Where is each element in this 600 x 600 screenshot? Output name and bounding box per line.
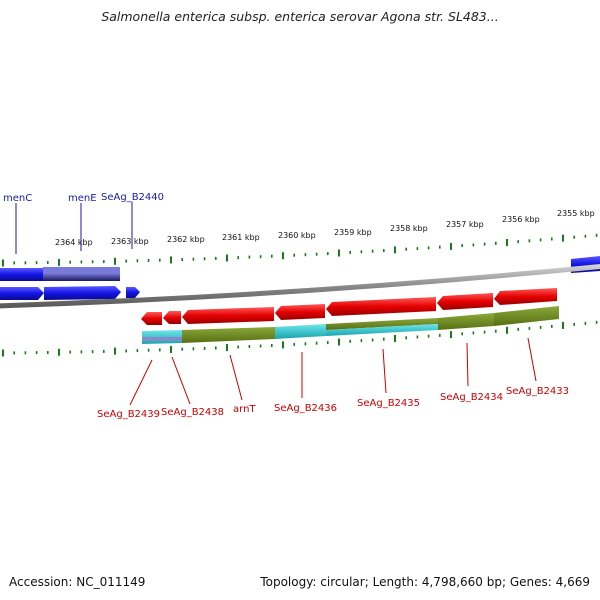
feature-cyan-B2436[interactable] bbox=[275, 324, 326, 339]
feature-olive-B2434[interactable] bbox=[438, 313, 494, 330]
kbp-label: 2358 kbp bbox=[390, 224, 428, 233]
reverse-gene-labels: SeAg_B2439 SeAg_B2438 arnT SeAg_B2436 Se… bbox=[97, 337, 569, 420]
kbp-label: 2359 kbp bbox=[334, 228, 372, 237]
kbp-label: 2361 kbp bbox=[222, 233, 260, 242]
kbp-label: 2363 kbp bbox=[111, 237, 149, 246]
leader-line-SeAg-B2438 bbox=[171, 356, 191, 405]
map-title: Salmonella enterica subsp. enterica sero… bbox=[101, 9, 499, 24]
gene-feature-menE[interactable] bbox=[43, 274, 120, 281]
kbp-label: 2357 kbp bbox=[446, 220, 484, 229]
gene-arrow-SeAg-B2436[interactable] bbox=[275, 304, 325, 320]
accession-value: NC_011149 bbox=[76, 575, 146, 589]
gene-arrow-SeAg-B2434[interactable] bbox=[437, 293, 493, 310]
reverse-strand-genes bbox=[141, 288, 557, 325]
feature-stripe bbox=[142, 337, 182, 341]
gene-feature-menC[interactable] bbox=[0, 268, 44, 281]
topology-value: circular bbox=[320, 575, 365, 589]
feature-olive-arnT[interactable] bbox=[182, 327, 275, 343]
forward-gene-labels: menC menE SeAg_B2440 bbox=[3, 192, 164, 254]
gene-label-menE: menE bbox=[68, 193, 97, 204]
gene-label-SeAg-B2434: SeAg_B2434 bbox=[440, 392, 503, 403]
gene-arrow-menC[interactable] bbox=[0, 287, 44, 300]
accession-label: Accession: bbox=[9, 575, 73, 589]
gene-arrow-SeAg-B2433[interactable] bbox=[494, 288, 557, 305]
leader-line-arnT bbox=[229, 354, 243, 401]
gene-label-SeAg-B2433: SeAg_B2433 bbox=[506, 386, 569, 397]
feature-olive-B2433[interactable] bbox=[494, 306, 559, 326]
kbp-label: 2360 kbp bbox=[278, 231, 316, 240]
gene-arrow-SeAg-B2435[interactable] bbox=[326, 297, 436, 316]
genome-backbone bbox=[0, 263, 600, 309]
gene-label-SeAg-B2439: SeAg_B2439 bbox=[97, 409, 160, 420]
gene-label-SeAg-B2436: SeAg_B2436 bbox=[274, 403, 337, 414]
feature-cyan-B2435[interactable] bbox=[326, 324, 438, 336]
reverse-strand-features bbox=[142, 306, 559, 344]
accession-info: Accession: NC_011149 bbox=[9, 575, 145, 589]
length-value: 4,798,660 bp bbox=[421, 575, 502, 589]
gene-arrow-SeAg-B2440[interactable] bbox=[126, 287, 140, 298]
gene-label-SeAg-B2435: SeAg_B2435 bbox=[357, 398, 420, 409]
leader-line-SeAg-B2434 bbox=[466, 342, 469, 387]
kbp-tick-ruler-outer bbox=[2, 233, 598, 267]
gene-label-SeAg-B2438: SeAg_B2438 bbox=[161, 407, 224, 418]
gene-arrow-SeAg-B2438[interactable] bbox=[163, 311, 181, 324]
gene-label-arnT: arnT bbox=[233, 404, 256, 415]
gene-label-SeAg-B2440: SeAg_B2440 bbox=[101, 192, 164, 203]
length-label: Length: bbox=[372, 575, 419, 589]
leader-line-SeAg-B2439 bbox=[129, 359, 153, 406]
kbp-label: 2356 kbp bbox=[502, 215, 540, 224]
gene-arrow-SeAg-B2439[interactable] bbox=[141, 312, 162, 325]
kbp-tick-ruler-inner bbox=[2, 320, 598, 357]
gene-label-menC: menC bbox=[3, 193, 32, 204]
genome-stats: Topology: circular; Length: 4,798,660 bp… bbox=[260, 575, 590, 589]
kbp-label: 2364 kbp bbox=[55, 238, 93, 247]
gene-arrow-menE[interactable] bbox=[44, 286, 121, 300]
feature-olive-B2435-upper[interactable] bbox=[326, 318, 438, 330]
kbp-label: 2355 kbp bbox=[557, 209, 595, 218]
genes-label: Genes: bbox=[509, 575, 552, 589]
topology-label: Topology: bbox=[260, 575, 317, 589]
kbp-label: 2362 kbp bbox=[167, 235, 205, 244]
gene-feature-menE-upper[interactable] bbox=[43, 267, 120, 274]
leader-line-SeAg-B2433 bbox=[527, 337, 537, 382]
leader-line-SeAg-B2435 bbox=[382, 348, 387, 394]
kbp-scale-labels: 2364 kbp 2363 kbp 2362 kbp 2361 kbp 2360… bbox=[55, 209, 595, 247]
genes-value: 4,669 bbox=[555, 575, 590, 589]
gene-arrow-arnT[interactable] bbox=[182, 307, 274, 324]
